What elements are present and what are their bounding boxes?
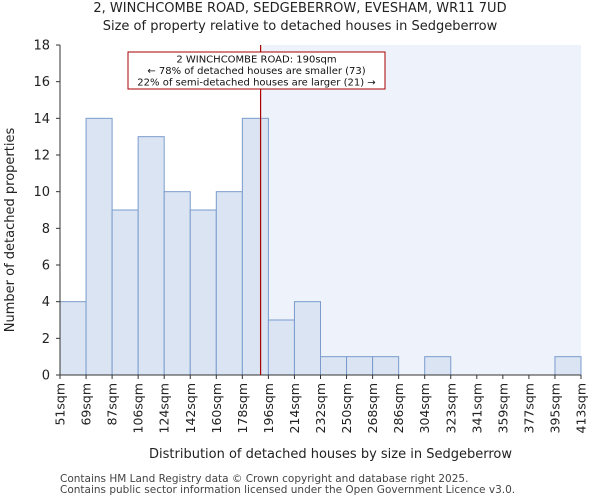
y-tick-label: 16	[33, 75, 50, 90]
y-tick-label: 10	[33, 185, 50, 200]
x-tick-label: 395sqm	[547, 383, 562, 433]
histogram-bar	[137, 136, 165, 376]
annotation-line: 2 WINCHCOMBE ROAD: 190sqm	[176, 55, 336, 66]
x-tick-label: 377sqm	[521, 383, 536, 433]
x-tick-label: 304sqm	[417, 383, 432, 433]
x-tick-label: 51sqm	[53, 383, 68, 426]
chart-title-description: Size of property relative to detached ho…	[102, 19, 498, 34]
annotation-line: 22% of semi-detached houses are larger (…	[137, 78, 375, 89]
y-tick-label: 12	[33, 149, 50, 164]
footer-copyright: Contains HM Land Registry data © Crown c…	[60, 473, 469, 485]
y-tick-label: 18	[33, 39, 50, 54]
y-tick-label: 0	[42, 369, 50, 384]
chart-title-address: 2, WINCHCOMBE ROAD, SEDGEBERROW, EVESHAM…	[93, 1, 507, 16]
x-tick-label: 69sqm	[79, 383, 94, 426]
y-tick-label: 4	[42, 295, 50, 310]
histogram-bar	[267, 319, 295, 376]
x-tick-label: 286sqm	[391, 383, 406, 433]
x-tick-label: 124sqm	[157, 383, 172, 433]
x-tick-label: 87sqm	[105, 383, 120, 426]
x-tick-label: 142sqm	[183, 383, 198, 433]
histogram-bar	[554, 356, 582, 376]
histogram-bar	[320, 356, 348, 376]
x-tick-label: 413sqm	[574, 383, 589, 433]
x-tick-label: 160sqm	[209, 383, 224, 433]
x-tick-label: 178sqm	[235, 383, 250, 433]
x-tick-label: 268sqm	[365, 383, 380, 433]
histogram-bar	[215, 191, 243, 376]
x-tick-label: 323sqm	[443, 383, 458, 433]
histogram-bar	[372, 356, 400, 376]
x-tick-label: 106sqm	[131, 383, 146, 433]
histogram-bar	[189, 209, 217, 376]
y-tick-label: 6	[42, 259, 50, 274]
footer-licence: Contains public sector information licen…	[60, 484, 516, 496]
histogram-bar	[111, 209, 139, 376]
histogram-bar	[163, 191, 191, 376]
histogram-bar	[241, 117, 269, 376]
histogram-bar	[293, 301, 322, 376]
histogram-bar	[59, 301, 87, 376]
x-tick-label: 341sqm	[469, 383, 484, 433]
histogram-bar	[85, 117, 113, 376]
x-tick-label: 232sqm	[313, 383, 328, 433]
x-tick-label: 214sqm	[287, 383, 302, 433]
histogram-bar	[346, 356, 374, 376]
annotation-line: ← 78% of detached houses are smaller (73…	[147, 66, 365, 77]
x-tick-label: 250sqm	[339, 383, 354, 433]
annotation-box	[127, 51, 386, 90]
histogram-bar	[424, 356, 452, 376]
x-tick-label: 359sqm	[495, 383, 510, 433]
x-axis-label: Distribution of detached houses by size …	[149, 447, 512, 462]
x-tick-label: 196sqm	[261, 383, 276, 433]
y-tick-label: 2	[42, 332, 50, 347]
y-tick-label: 14	[33, 112, 50, 127]
y-tick-label: 8	[42, 222, 50, 237]
y-axis-label: Number of detached properties	[3, 128, 18, 333]
